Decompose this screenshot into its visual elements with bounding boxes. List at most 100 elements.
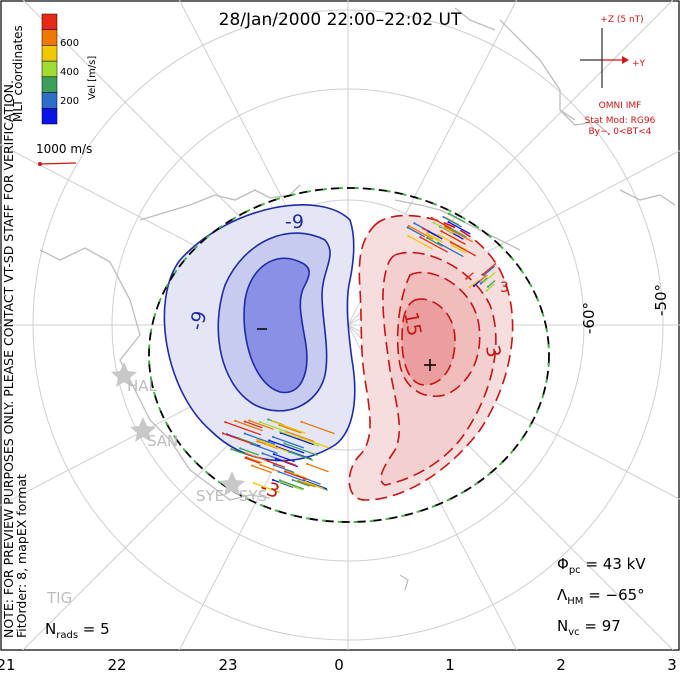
velocity-vector — [306, 463, 329, 473]
velocity-vector — [301, 421, 335, 435]
velocity-vector-origin — [245, 452, 248, 455]
velocity-vector — [303, 479, 328, 490]
velocity-vector-origin — [421, 227, 425, 230]
velocity-vector — [433, 222, 454, 234]
hm-boundary — [148, 187, 550, 523]
velocity-vector-origin — [465, 277, 468, 280]
colorbar-title: Vel [m/s] — [87, 56, 98, 100]
velocity-vector-origin — [256, 440, 259, 443]
velocity-vector — [245, 457, 261, 464]
velocity-vector — [482, 262, 497, 276]
velocity-vector-origin — [271, 420, 274, 423]
velocity-vector-origin — [486, 285, 490, 288]
velocity-vector-origin — [256, 438, 259, 441]
velocity-vector-origin — [271, 478, 275, 482]
velocity-vector-origin — [430, 216, 433, 220]
imf-dial: +Z (5 nT) +Y OMNI IMF Stat Mod: RG96 By−… — [580, 15, 656, 137]
velocity-vector — [222, 432, 252, 445]
velocity-vector-origin — [479, 279, 482, 282]
velocity-vector-origin — [426, 236, 429, 240]
station-labels: HAL SAN SYE SYS TIG — [46, 377, 267, 607]
velocity-vector-origin — [413, 222, 416, 225]
colorbar-swatch — [41, 29, 58, 46]
station-label: SYE — [196, 487, 224, 505]
velocity-vector — [448, 221, 471, 235]
station-markers — [111, 362, 245, 496]
velocity-vector — [284, 470, 308, 481]
mlt-tick-label: 2 — [556, 656, 566, 674]
velocity-vector — [279, 424, 302, 434]
stat-model: Stat Mod: RG96 — [585, 116, 656, 126]
velocity-vector — [289, 451, 314, 461]
velocity-vector — [443, 216, 462, 228]
velocity-vector — [260, 464, 279, 472]
velocity-vector-origin — [447, 220, 450, 224]
velocity-vector-origin — [407, 234, 410, 238]
negative-cell — [163, 204, 356, 462]
contour-label: 3 — [500, 280, 509, 296]
velocity-vector-origin — [282, 459, 285, 462]
fit-order-note: FitOrder: 8, mapEX format — [14, 474, 29, 638]
velocity-vector-origin — [221, 432, 225, 435]
velocity-vector — [269, 439, 305, 454]
velocity-vector — [279, 479, 305, 490]
velocity-vector-origin — [259, 463, 262, 466]
colorbar-swatch — [41, 45, 58, 62]
velocity-vector-origin — [234, 419, 237, 422]
colorbar-swatch — [41, 60, 58, 78]
velocity-vector — [253, 482, 281, 494]
velocity-vector — [246, 456, 263, 464]
velocity-vector — [272, 436, 304, 449]
colorbar-swatch — [41, 13, 58, 30]
velocity-vector — [299, 436, 330, 449]
velocity-vector — [273, 453, 295, 463]
n-rads-stat: Nrads = 5 — [45, 620, 110, 641]
velocity-vector-origin — [406, 226, 409, 229]
mlt-tick-label: 1 — [445, 656, 455, 674]
velocity-vector-origin — [266, 459, 269, 463]
velocity-vector — [283, 460, 297, 466]
velocity-vector — [240, 447, 259, 456]
velocity-vector-origin — [243, 420, 247, 423]
colorbar-tick: 400 — [60, 67, 79, 78]
velocity-vector — [428, 230, 443, 240]
phi-pc-stat: Φpc = 43 kV — [557, 555, 646, 576]
velocity-vector — [305, 481, 324, 490]
velocity-vector-origin — [230, 448, 233, 451]
station-label: TIG — [46, 589, 72, 607]
colorbar-swatch — [41, 92, 58, 109]
velocity-vector-origin — [258, 420, 261, 424]
contour-label: 15 — [399, 310, 425, 338]
velocity-vector — [446, 227, 461, 236]
velocity-vector — [259, 421, 287, 433]
mlt-tick-label: 23 — [218, 656, 237, 674]
velocity-vector-origin — [306, 462, 309, 466]
velocity-vector-origin — [272, 463, 275, 467]
velocity-vector — [235, 420, 263, 432]
mlt-axis: 21 22 23 0 1 2 3 — [0, 656, 677, 674]
mlt-tick-label: 3 — [667, 656, 677, 674]
velocity-vector-origin — [252, 481, 256, 485]
velocity-vector — [407, 226, 426, 238]
velocity-vector — [231, 448, 247, 456]
scale-vector — [38, 162, 77, 166]
contour-label: -9 — [285, 211, 304, 233]
imf-y-label: +Y — [632, 59, 646, 69]
velocity-vector-origin — [283, 442, 286, 445]
colorbar-tick: 600 — [60, 38, 79, 49]
velocity-vector — [238, 437, 258, 446]
n-vc-stat: Nvc = 97 — [557, 617, 621, 638]
velocity-vector-origin — [272, 435, 275, 439]
contour-label: 3 — [481, 344, 505, 360]
velocity-vectors — [221, 212, 497, 494]
lat-label: -50° — [652, 284, 670, 316]
velocity-vector — [438, 242, 464, 258]
velocity-vector — [266, 443, 292, 454]
velocity-vector-origin — [298, 436, 301, 439]
fit-statistics: Φpc = 43 kV ΛHM = −65° Nvc = 97 Nrads = … — [45, 555, 646, 641]
velocity-vector-origin — [449, 241, 453, 244]
velocity-vector — [469, 279, 479, 288]
velocity-vector-origin — [268, 439, 271, 442]
mlt-tick-label: 21 — [0, 656, 16, 674]
map-title: 28/Jan/2000 22:00–22:02 UT — [219, 10, 462, 30]
